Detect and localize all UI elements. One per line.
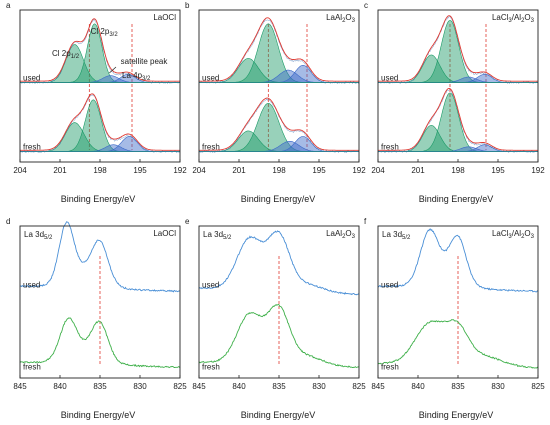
panel-a-xtick-label-4: 192 <box>173 166 187 175</box>
panel-f-fresh-spectrum <box>377 319 539 369</box>
panel-e-fresh-label: fresh <box>202 362 220 371</box>
panel-a-xtick-label-2: 198 <box>93 166 107 175</box>
panel-a-fresh-component-peak-1 <box>20 99 180 152</box>
panel-b-fresh-envelope <box>199 97 359 151</box>
panel-e-xtick-label-0: 845 <box>192 382 206 391</box>
panel-d-used-label: used <box>23 281 40 290</box>
panel-c-fresh-label: fresh <box>381 143 399 152</box>
panel-e-xtick-label-4: 825 <box>352 382 366 391</box>
panel-e-region-label: La 3d5/2 <box>203 230 232 241</box>
panel-a-xtick-label-3: 195 <box>133 166 147 175</box>
panel-b-xtick-label-0: 204 <box>192 166 206 175</box>
panel-a: 204 201 198 195 192 a LaOCl used fresh Cl 2p1/2 Cl… <box>6 1 187 175</box>
panel-c-used-label: used <box>381 74 398 83</box>
panel-c-used-raw-spectrum <box>377 15 539 85</box>
panel-f-xtick-label-0: 845 <box>371 382 385 391</box>
panel-f-xtick-label-4: 825 <box>531 382 545 391</box>
panel-a-letter: a <box>6 1 11 10</box>
panel-a-xtick-label-0: 204 <box>13 166 27 175</box>
panel-e-xtick-label-1: 840 <box>232 382 246 391</box>
panel-f-xtick-label-2: 835 <box>451 382 465 391</box>
panel-a-annotation-3: La 4p3/2 <box>122 71 151 82</box>
panel-e-used-label: used <box>202 281 219 290</box>
panel-f-xtick-label-3: 830 <box>491 382 505 391</box>
panel-c-xlabel: Binding Energy/eV <box>418 194 494 204</box>
panel-b-xtick-label-2: 198 <box>272 166 286 175</box>
panel-a-fresh-envelope <box>20 93 180 151</box>
panel-f-region-label: La 3d5/2 <box>382 230 411 241</box>
panel-b-fresh-component-peak-1 <box>199 103 359 152</box>
panel-b-letter: b <box>185 1 190 10</box>
panel-d-xtick-label-2: 835 <box>93 382 107 391</box>
panel-e-xlabel: Binding Energy/eV <box>240 410 316 420</box>
panel-d-xtick-label-4: 825 <box>173 382 187 391</box>
panel-b-fresh-raw-spectrum <box>198 98 360 154</box>
panel-f-sample-label: LaCl3/Al2O3 <box>492 229 535 240</box>
panel-d-letter: d <box>6 217 10 226</box>
panel-d-xlabel: Binding Energy/eV <box>60 410 136 420</box>
panel-a-annotation-2: satellite peak <box>121 57 169 66</box>
panel-c-used-envelope <box>378 15 538 82</box>
panel-c-xtick-label-4: 192 <box>531 166 545 175</box>
panel-c-fresh-component-peak-1 <box>378 92 538 152</box>
panel-f-xtick-label-1: 840 <box>411 382 425 391</box>
panel-c-letter: c <box>364 1 368 10</box>
panel-d-region-label: La 3d5/2 <box>24 230 53 241</box>
panel-e-sample-label: LaAl2O3 <box>326 229 356 240</box>
panel-b-used-raw-spectrum <box>198 19 360 85</box>
panel-b-xlabel: Binding Energy/eV <box>240 194 316 204</box>
panel-e-used-spectrum <box>198 230 360 296</box>
panel-b-xtick-label-1: 201 <box>232 166 246 175</box>
panel-b-xtick-label-4: 192 <box>352 166 366 175</box>
panel-c-fresh-envelope <box>378 87 538 151</box>
panel-d-fresh-spectrum <box>19 317 181 369</box>
panel-d-xtick-label-3: 830 <box>133 382 147 391</box>
panel-d-xtick-label-0: 845 <box>13 382 27 391</box>
panel-f: 845 840 835 830 825 f LaCl3/Al2O3 La 3d5/2 used f… <box>364 217 545 391</box>
panel-b-fresh-label: fresh <box>202 143 220 152</box>
panel-a-sample-label: LaOCl <box>153 13 176 22</box>
panel-b-used-label: used <box>202 74 219 83</box>
panel-c-xtick-label-2: 198 <box>451 166 465 175</box>
panel-c-xtick-label-0: 204 <box>371 166 385 175</box>
panel-b-sample-label: LaAl2O3 <box>326 13 356 24</box>
panel-c-xtick-label-1: 201 <box>411 166 425 175</box>
panel-f-used-label: used <box>381 281 398 290</box>
panel-a-used-envelope <box>20 18 180 82</box>
panel-e-fresh-spectrum <box>198 304 360 368</box>
panel-e-xtick-label-3: 830 <box>312 382 326 391</box>
panel-e-xtick-label-2: 835 <box>272 382 286 391</box>
panel-d-used-spectrum <box>19 221 181 293</box>
panel-d-fresh-label: fresh <box>23 362 41 371</box>
panel-c-used-component-peak-1 <box>378 20 538 83</box>
panel-a-satellite-arrow <box>109 66 117 74</box>
panel-a-annotation-0: Cl 2p1/2 <box>52 49 80 60</box>
panel-e: 845 840 835 830 825 e LaAl2O3 La 3d5/2 used fresh <box>185 217 366 391</box>
panel-b-used-envelope <box>199 17 359 82</box>
panel-e-letter: e <box>185 217 190 226</box>
panel-d-sample-label: LaOCl <box>153 229 176 238</box>
panel-b: 204 201 198 195 192 b LaAl2O3 used fresh <box>185 1 366 175</box>
panel-c-sample-label: LaCl3/Al2O3 <box>492 13 535 24</box>
panel-c-xtick-label-3: 195 <box>491 166 505 175</box>
panel-a-xlabel: Binding Energy/eV <box>60 194 136 204</box>
panel-a-xtick-label-1: 201 <box>53 166 67 175</box>
panel-d: 845 840 835 830 825 d LaOCl La 3d5/2 used fresh <box>6 217 187 391</box>
panel-f-xlabel: Binding Energy/eV <box>418 410 494 420</box>
panel-c: 204 201 198 195 192 c LaCl3/Al2O3 used fresh <box>364 1 545 175</box>
panel-f-used-spectrum <box>377 228 539 293</box>
panel-a-annotation-1: Cl 2p3/2 <box>91 27 119 38</box>
panel-a-fresh-label: fresh <box>23 143 41 152</box>
panel-f-fresh-label: fresh <box>381 362 399 371</box>
panel-f-letter: f <box>364 217 367 226</box>
panel-a-used-label: used <box>23 74 40 83</box>
panel-b-used-component-peak-1 <box>199 23 359 83</box>
panel-b-xtick-label-3: 195 <box>312 166 326 175</box>
panel-d-xtick-label-1: 840 <box>53 382 67 391</box>
